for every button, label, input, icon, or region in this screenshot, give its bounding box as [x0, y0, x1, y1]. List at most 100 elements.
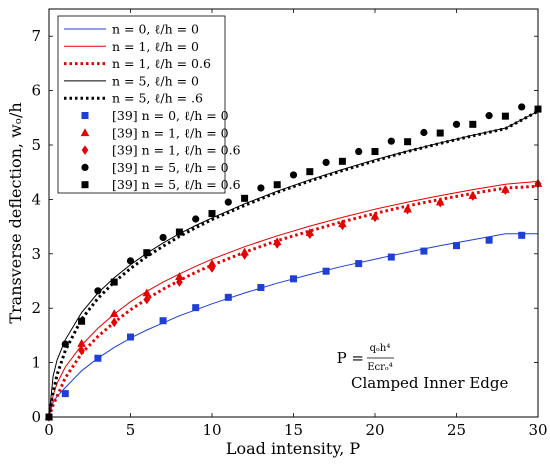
data-point [61, 340, 69, 348]
x-tick-label: 25 [447, 421, 466, 439]
legend-label: [39] n = 1, ℓ/h = 0.6 [112, 143, 241, 158]
data-point [355, 260, 363, 268]
series-line [48, 110, 539, 418]
data-point [208, 210, 216, 218]
data-point [207, 259, 217, 267]
legend-label: n = 5, ℓ/h = 0 [112, 73, 199, 88]
data-point [175, 228, 183, 236]
data-point [127, 333, 134, 341]
legend-entry: [39] n = 0, ℓ/h = 0 [81, 108, 229, 123]
y-tick-label: 1 [31, 354, 41, 372]
legend-entry: n = 5, ℓ/h = .6 [64, 91, 203, 106]
series-3 [48, 110, 539, 418]
data-point [208, 263, 216, 273]
data-point [159, 233, 167, 242]
legend-marker-swatch [81, 112, 89, 119]
legend-box [57, 15, 226, 194]
data-point [126, 257, 135, 265]
x-tick-label: 30 [528, 421, 547, 439]
data-point [224, 198, 232, 206]
annotation: P = qₒh⁴ Eᴄrₒ⁴ Clamped Inner Edge [337, 343, 509, 392]
data-point [518, 231, 526, 239]
legend-label: [39] n = 5, ℓ/h = 0 [112, 160, 229, 175]
legend-marker-swatch [81, 181, 89, 189]
data-point [485, 112, 493, 120]
data-point [436, 129, 444, 137]
data-point [94, 287, 102, 295]
series-line [47, 184, 539, 418]
data-point [371, 148, 379, 156]
y-tick-label: 0 [31, 408, 41, 426]
data-point [192, 215, 200, 223]
data-point [94, 354, 102, 362]
data-point [257, 184, 265, 192]
formula-denominator: Eᴄrₒ⁴ [367, 362, 393, 373]
data-point [241, 194, 249, 202]
legend-label: n = 5, ℓ/h = .6 [112, 91, 203, 106]
data-point [306, 168, 314, 176]
y-tick-label: 5 [31, 136, 41, 154]
data-point [175, 272, 184, 280]
axis-ticks: 0 5 10 15 20 25 30 0 1 2 3 4 5 6 7 [31, 9, 548, 439]
legend-label: n = 0, ℓ/h = 0 [112, 22, 199, 37]
data-point [273, 181, 281, 189]
data-point [420, 128, 428, 137]
data-point [404, 138, 412, 146]
plot-frame [48, 8, 539, 418]
formula-numerator: qₒh⁴ [370, 343, 391, 354]
data-point [257, 284, 265, 292]
data-point [143, 249, 151, 257]
data-point [452, 120, 461, 128]
legend-entry: n = 1, ℓ/h = 0.6 [64, 56, 211, 71]
data-point [306, 229, 314, 240]
legend-label: n = 1, ℓ/h = 0.6 [112, 56, 211, 71]
data-point [110, 278, 118, 286]
data-point [109, 309, 119, 317]
data-point [371, 212, 379, 223]
legend-entry: [39] n = 1, ℓ/h = 0.6 [81, 143, 241, 158]
legend-marker-swatch [81, 145, 89, 155]
data-point [290, 275, 297, 283]
legend-entry: [39] n = 1, ℓ/h = 0 [80, 125, 229, 140]
data-point [453, 242, 460, 250]
data-point [322, 267, 330, 275]
data-point [61, 390, 69, 398]
x-tick-label: 10 [202, 421, 221, 439]
series-7 [45, 178, 542, 422]
y-tick-label: 3 [31, 245, 41, 263]
legend-marker-swatch [80, 128, 90, 137]
data-point [469, 191, 477, 201]
data-point [518, 103, 526, 111]
series-5 [45, 231, 526, 421]
legend-entry: [39] n = 5, ℓ/h = 0.6 [81, 177, 241, 192]
legend-entry: [39] n = 5, ℓ/h = 0 [81, 160, 229, 175]
data-point [192, 304, 200, 312]
data-point [485, 236, 493, 244]
data-point [142, 288, 152, 297]
legend-label: [39] n = 1, ℓ/h = 0 [112, 125, 229, 140]
x-tick-label: 15 [284, 421, 303, 439]
data-point [273, 239, 281, 249]
data-point [143, 294, 151, 305]
data-point [339, 220, 346, 231]
y-tick-label: 6 [31, 82, 41, 100]
legend-entry: n = 1, ℓ/h = 0 [64, 39, 199, 54]
formula-lhs: P = [337, 349, 364, 367]
legend-entry: n = 5, ℓ/h = 0 [64, 73, 199, 88]
y-tick-label: 4 [31, 190, 41, 208]
data-point [77, 339, 86, 347]
data-point [289, 171, 298, 179]
x-tick-label: 20 [365, 421, 384, 439]
legend-entry: n = 0, ℓ/h = 0 [64, 22, 199, 37]
data-point [176, 277, 183, 287]
y-tick-label: 7 [31, 27, 41, 45]
y-tick-label: 2 [31, 299, 41, 317]
series-2 [47, 184, 539, 418]
data-point [338, 157, 346, 165]
data-point [387, 253, 395, 261]
legend: n = 0, ℓ/h = 0 n = 1, ℓ/h = 0 n = 1, ℓ/h =… [57, 15, 241, 194]
data-point [404, 204, 411, 215]
y-axis-title: Transverse deflection, wₒ/h [6, 102, 25, 323]
series-line [48, 180, 539, 418]
data-point [224, 293, 232, 301]
